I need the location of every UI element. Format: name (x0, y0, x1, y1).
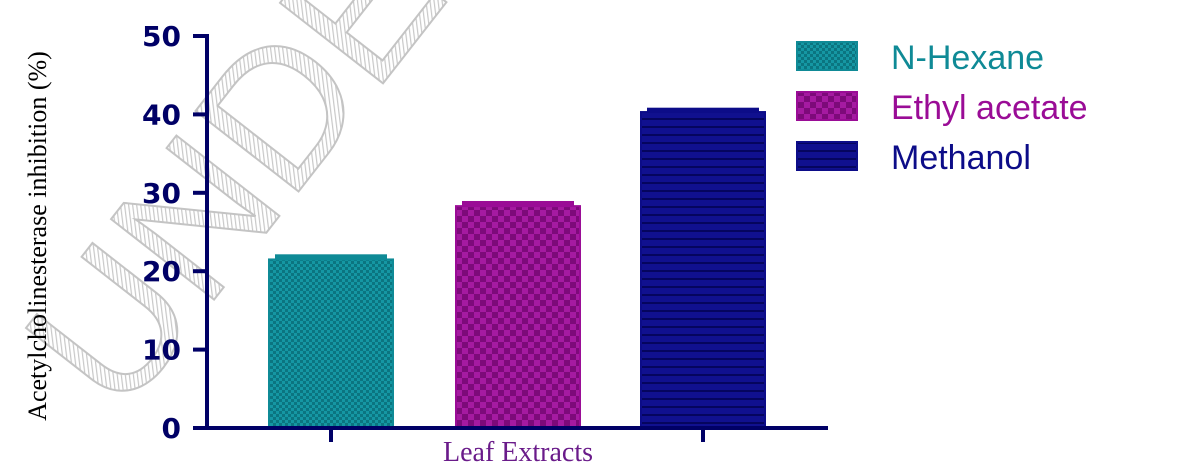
legend-label: N-Hexane (891, 39, 1044, 77)
y-tick-label: 40 (142, 98, 181, 131)
y-axis-title: Acetylcholinesterase inhibition (%) (23, 51, 52, 421)
y-tick-label: 0 (162, 412, 181, 445)
bar-n-hexane (269, 259, 393, 428)
error-cap (462, 201, 574, 206)
y-tick-label: 10 (142, 334, 181, 367)
y-tick-label: 20 (142, 255, 181, 288)
legend-swatch (797, 42, 857, 70)
legend-swatch (797, 142, 857, 170)
y-tick-label: 30 (142, 177, 181, 210)
error-cap (647, 108, 759, 113)
bar-ethyl-acetate (456, 206, 580, 428)
y-tick-label: 50 (142, 20, 181, 53)
legend-swatch (797, 92, 857, 120)
legend-label: Ethyl acetate (891, 89, 1088, 127)
bar-methanol (641, 112, 765, 428)
x-axis-title: Leaf Extracts (443, 437, 593, 467)
legend: N-Hexane Ethyl acetate Methanol (797, 39, 1088, 177)
error-cap (275, 254, 387, 259)
legend-label: Methanol (891, 139, 1031, 177)
